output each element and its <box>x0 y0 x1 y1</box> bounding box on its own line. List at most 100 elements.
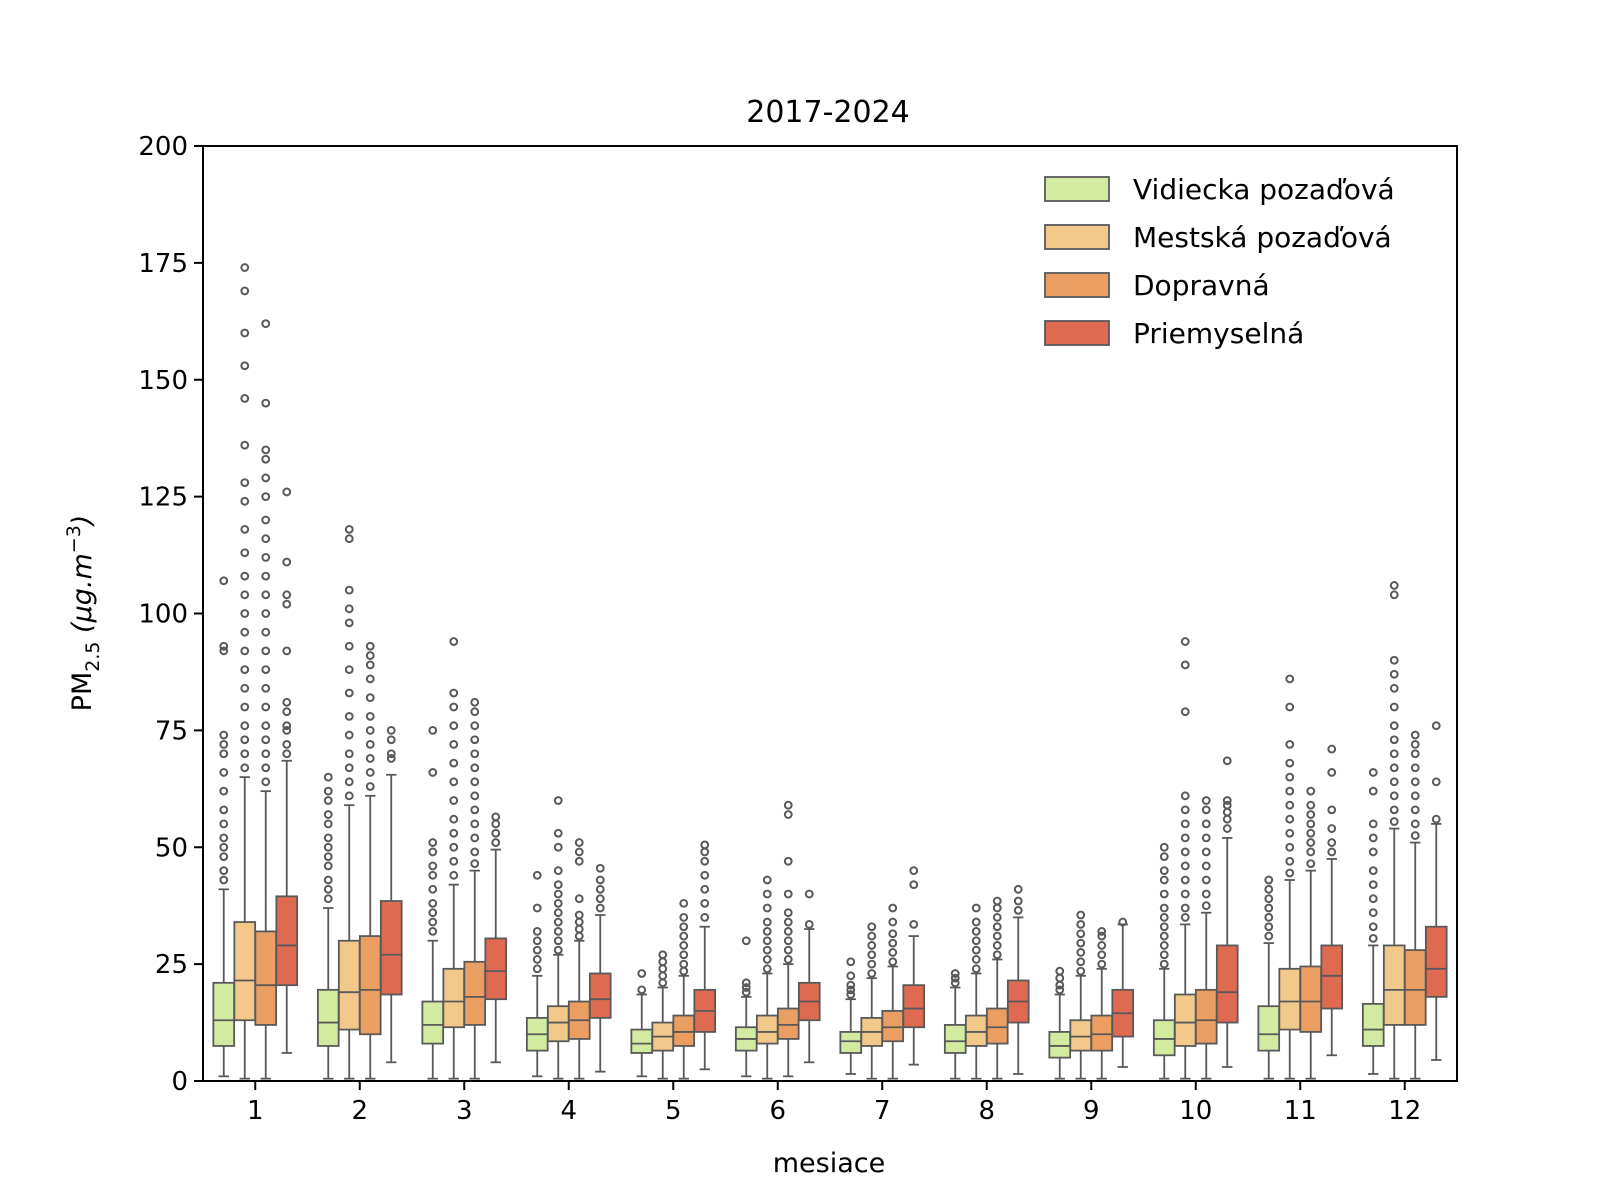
box-month-9 <box>1090 927 1114 1080</box>
outlier-point <box>762 955 772 964</box>
outlier-point <box>282 590 292 600</box>
outlier-point <box>1389 791 1399 801</box>
box-month-1 <box>233 263 257 1080</box>
outlier-point <box>240 394 250 403</box>
y-axis-label-unit-g: g.m <box>67 553 98 605</box>
outlier-point <box>261 665 271 674</box>
outlier-point <box>679 931 689 941</box>
outlier-point <box>323 833 333 843</box>
box-month-4 <box>567 838 591 1080</box>
box-month-9 <box>1069 910 1093 1080</box>
box-month-7 <box>860 922 884 1080</box>
box <box>1194 988 1218 1045</box>
x-tick-label: 5 <box>665 1096 682 1126</box>
box <box>316 988 340 1047</box>
outlier-point <box>1389 581 1399 590</box>
outlier-point <box>219 819 229 829</box>
outlier-point <box>470 707 480 717</box>
outlier-point <box>700 840 710 850</box>
outlier-point <box>240 646 250 656</box>
outlier-point <box>219 805 229 815</box>
box-month-2 <box>379 725 403 1064</box>
outlier-point <box>1180 847 1190 857</box>
outlier-point <box>323 786 333 796</box>
box <box>1048 1031 1072 1059</box>
outlier-point <box>1327 768 1337 777</box>
outlier-point <box>470 721 480 731</box>
outlier-point <box>971 927 981 936</box>
outlier-point <box>700 870 710 880</box>
outlier-point <box>1159 941 1169 950</box>
outlier-point <box>1159 842 1169 852</box>
outlier-point <box>971 955 981 964</box>
outlier-point <box>1306 859 1316 869</box>
outlier-point <box>1410 749 1420 759</box>
outlier-point <box>1180 707 1190 717</box>
outlier-point <box>1368 922 1378 932</box>
outlier-point <box>240 496 250 506</box>
outlier-point <box>240 609 250 618</box>
outlier-point <box>867 959 877 969</box>
outlier-point <box>783 856 793 866</box>
outlier-point <box>574 856 584 866</box>
outlier-point <box>888 938 898 948</box>
outlier-point <box>1285 842 1295 852</box>
y-tick-label: 50 <box>155 833 188 863</box>
box-month-11 <box>1320 744 1344 1057</box>
outlier-point <box>1118 917 1128 927</box>
y-tick-label: 25 <box>155 950 188 980</box>
outlier-point <box>240 683 250 693</box>
legend-swatch <box>1044 176 1110 202</box>
box <box>881 1009 905 1043</box>
outlier-point <box>219 852 229 861</box>
outlier-point <box>344 665 354 674</box>
box <box>1320 944 1344 1010</box>
outlier-point <box>1285 674 1295 684</box>
outlier-point <box>428 768 438 777</box>
outlier-point <box>679 922 689 932</box>
y-tick-label: 75 <box>155 716 188 746</box>
outlier-point <box>449 856 459 866</box>
outlier-point <box>240 702 250 712</box>
outlier-point <box>1306 828 1316 838</box>
outlier-point <box>261 515 271 525</box>
outlier-point <box>470 859 480 869</box>
outlier-point <box>950 978 960 988</box>
outlier-point <box>1159 889 1169 899</box>
outlier-point <box>470 763 480 773</box>
outlier-point <box>365 641 375 651</box>
outlier-point <box>428 908 438 918</box>
box <box>1424 925 1448 998</box>
outlier-point <box>323 875 333 885</box>
outlier-point <box>1264 894 1274 904</box>
outlier-point <box>261 735 271 745</box>
outlier-point <box>1159 875 1169 885</box>
outlier-point <box>1264 931 1274 941</box>
outlier-point <box>449 637 459 646</box>
outlier-point <box>1368 847 1378 857</box>
outlier-point <box>553 936 563 946</box>
outlier-point <box>553 908 563 918</box>
outlier-point <box>992 896 1002 906</box>
x-axis: 1 2 3 4 5 6 7 8 9 10 11 12 <box>247 1081 1421 1126</box>
outlier-point <box>1368 833 1378 843</box>
outlier-point <box>888 948 898 957</box>
outlier-point <box>240 627 250 637</box>
outlier-point <box>1306 819 1316 829</box>
outlier-point <box>449 721 459 731</box>
box <box>1257 1005 1281 1052</box>
outlier-point <box>365 782 375 791</box>
outlier-point <box>1410 805 1420 815</box>
outlier-point <box>261 445 271 455</box>
outlier-point <box>1013 884 1023 894</box>
outlier-point <box>261 683 271 693</box>
outlier-point <box>741 987 751 997</box>
box-month-5 <box>693 840 717 1071</box>
outlier-point <box>783 927 793 936</box>
box <box>588 972 612 1019</box>
outlier-point <box>449 828 459 838</box>
outlier-point <box>386 749 396 759</box>
outlier-point <box>219 740 229 749</box>
outlier-point <box>867 922 877 932</box>
